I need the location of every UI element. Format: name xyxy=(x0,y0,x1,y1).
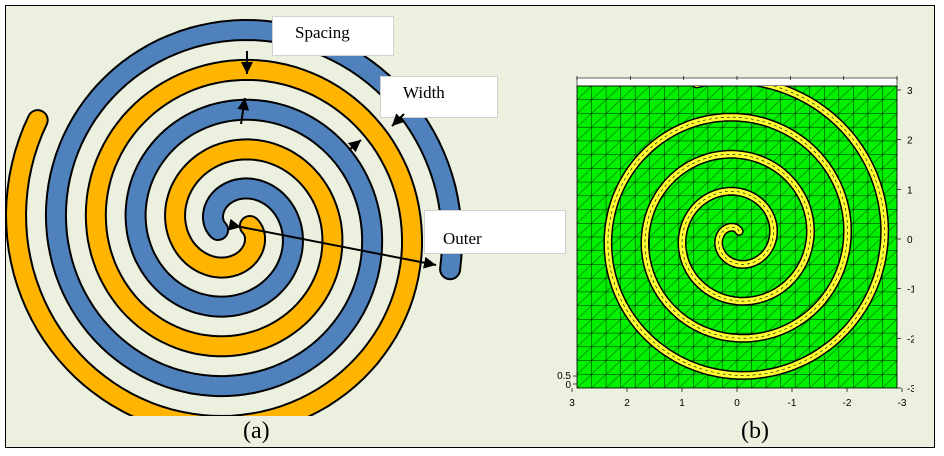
x-tick-label: 1 xyxy=(679,398,685,409)
y-tick-label: 1 xyxy=(907,185,913,196)
x-tick-label: 3 xyxy=(569,398,575,409)
y-tick-label: 0 xyxy=(907,235,913,246)
width-label: Width xyxy=(380,76,498,118)
coil-mesh-detail xyxy=(607,86,886,376)
spiral-arm-orange xyxy=(7,60,421,416)
y-tick-label: -2 xyxy=(907,334,914,345)
y-tick-label: 3 xyxy=(907,86,913,97)
x-tick-label: -1 xyxy=(788,398,797,409)
outer-label: Outer xyxy=(424,210,566,254)
x-tick-label: 0 xyxy=(734,398,740,409)
y-tick-label: -1 xyxy=(907,285,914,296)
x-tick-label: -2 xyxy=(843,398,852,409)
y-tick-label: -3 xyxy=(907,384,914,395)
left-tick-label: 0 xyxy=(565,380,571,391)
figure-frame: Spacing Width Outer (a) 3 2 1 0 -1 -2 -3 3 2 1 0 -1… xyxy=(5,5,935,448)
caption-a: (a) xyxy=(243,418,270,444)
y-tick-label: 2 xyxy=(907,136,913,147)
spiral-illustration xyxy=(6,19,463,416)
x-tick-label: 2 xyxy=(624,398,630,409)
spacing-label: Spacing xyxy=(272,16,394,56)
caption-b: (b) xyxy=(741,418,769,444)
x-tick-label: -3 xyxy=(898,398,907,409)
left-tick-label: 0.5 xyxy=(557,371,571,382)
